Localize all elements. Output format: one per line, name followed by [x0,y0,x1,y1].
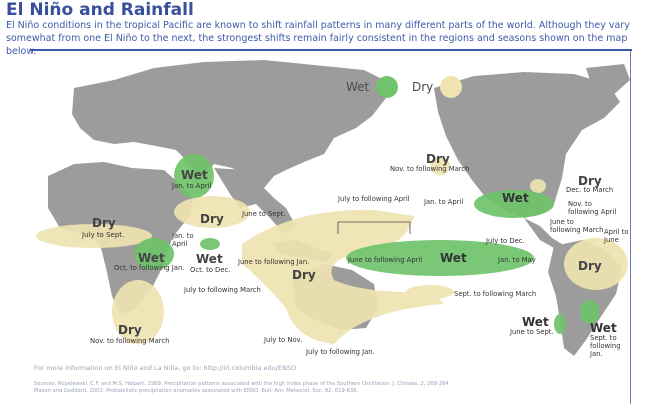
season-s-africa: Nov. to following March [90,337,170,345]
legend-dry-label: Dry [412,80,434,94]
label-s-africa-dry: Dry [118,323,142,337]
footer-info: For more information on El Niño and La N… [34,364,297,372]
world-map [34,58,630,403]
wet-region-sa-west [554,314,566,334]
dry-region-southern-africa [112,280,164,344]
footer-sources: Sources: Ropelewski, C.F. and M.S. Halpe… [34,381,451,394]
dry-region-hawaii [430,157,450,175]
season-ca-july: July to Dec. [486,237,525,245]
right-border [630,51,631,404]
season-pacific-right: Jan. to May [498,256,536,264]
season-sa-east: Sept. to following Jan. [590,334,621,358]
central-america-land [524,218,562,248]
wet-region-sa-east [580,300,600,324]
label-east-africa-wet: Wet [138,251,165,265]
wet-regions [134,154,600,334]
season-horn: Oct. to Dec. [190,266,231,274]
dry-region-indonesia-australia [242,209,444,344]
season-indo-july-nov: July to Nov. [264,336,303,344]
dry-region-west-africa [36,224,152,248]
wet-region-europe [174,154,214,198]
season-pacific-left: June to following April [348,256,423,264]
season-ca-june: June to following March [550,218,604,234]
north-america-land [434,72,620,218]
wet-region-gulf-coast [474,190,554,218]
season-indo-july-april: July to following April [338,195,410,203]
label-europe-wet: Wet [181,168,208,182]
intro-text: El Niño conditions in the tropical Pacif… [6,20,630,57]
season-sa-west: June to Sept. [510,328,554,336]
page-title: El Niño and Rainfall [6,0,194,20]
eurasia-land [72,60,386,188]
season-horn-jan: Jan. to April [172,232,194,248]
dry-region-middle-east [174,196,250,228]
season-mideast: June to Sept. [242,210,286,218]
label-sa-east-wet: Wet [590,321,617,335]
header-rule [30,49,632,51]
label-horn-wet: Wet [196,252,223,266]
label-pacific-wet: Wet [440,251,467,265]
map-svg [36,60,630,356]
legend: Wet Dry [346,76,486,102]
season-us-wet: Jan. to April [424,198,464,206]
dry-region-sa-sept [406,285,454,299]
season-indo-july-jan: July to following Jan. [306,348,375,356]
label-mideast-dry: Dry [200,212,224,226]
season-indo-july-march: July to following March [184,286,261,294]
dry-regions [36,157,628,344]
label-brazil-dry: Dry [578,259,602,273]
july-april-bracket [337,221,411,234]
season-nw-africa: July to Sept. [82,231,125,239]
season-us-nov: Nov. to following April [568,200,617,216]
legend-wet-label: Wet [346,80,370,94]
dry-region-great-lakes [530,179,546,193]
season-indo: June to following Jan. [238,258,310,266]
label-hawaii-dry: Dry [426,152,450,166]
south-asia-land [214,168,296,234]
label-indo-dry: Dry [292,268,316,282]
legend-dry-swatch [440,76,462,98]
wet-region-east-africa [134,238,174,270]
season-europe: Jan. to April [172,182,212,190]
wet-region-horn [200,238,220,250]
label-us-wet: Wet [502,191,529,205]
label-sa-west-wet: Wet [522,315,549,329]
legend-wet-swatch [376,76,398,98]
season-brazil: April to June [604,228,629,244]
season-east-africa: Oct. to following Jan. [114,264,185,272]
wet-region-central-pacific [346,240,534,276]
label-us-dry: Dry [578,174,602,188]
season-hawaii: Nov. to following March [390,165,470,173]
season-us-dry: Dec. to March [566,186,614,194]
greenland-land [586,64,630,96]
label-nw-africa-dry: Dry [92,216,116,230]
dry-region-brazil [564,238,628,290]
season-sept-march: Sept. to following March [454,290,537,298]
